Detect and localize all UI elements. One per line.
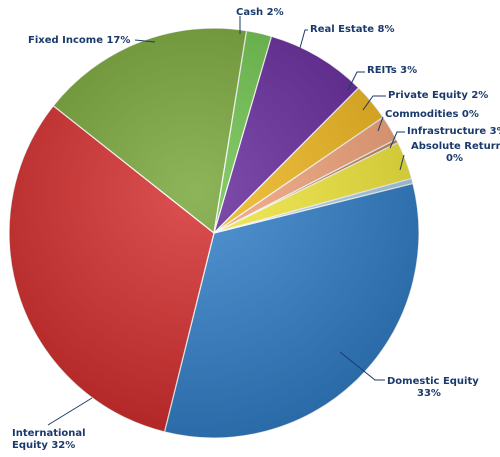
label-line: Domestic Equity <box>387 376 479 387</box>
label-private-equity: Private Equity 2% <box>388 90 488 101</box>
leader-line-fixed-income <box>134 39 156 43</box>
label-line: Equity 32% <box>12 440 75 451</box>
leader-line-domestic-equity <box>339 351 385 381</box>
label-infrastructure: Infrastructure 3% <box>407 126 500 137</box>
label-line: International <box>12 428 86 439</box>
label-reits: REITs 3% <box>367 65 417 76</box>
label-line: Fixed Income 17% <box>28 35 130 46</box>
label-line: Private Equity 2% <box>388 90 488 101</box>
label-line: Infrastructure 3% <box>407 126 500 137</box>
leader-line-reits <box>347 71 365 91</box>
leader-line-real-estate <box>299 29 308 49</box>
label-line: 33% <box>417 388 441 399</box>
label-cash: Cash 2% <box>236 7 284 18</box>
label-fixed-income: Fixed Income 17% <box>28 35 130 46</box>
pie-slices <box>8 27 420 439</box>
leader-line-commodities <box>377 116 384 132</box>
label-domestic-equity: Domestic Equity 33% <box>387 376 479 399</box>
label-absolute-return: Absolute Return 0% <box>411 141 500 164</box>
leader-line-infrastructure <box>389 131 405 149</box>
label-line: Absolute Return <box>411 141 500 152</box>
label-real-estate: Real Estate 8% <box>310 24 394 35</box>
label-line: REITs 3% <box>367 65 417 76</box>
label-line: Commodities 0% <box>385 109 479 120</box>
label-commodities: Commodities 0% <box>385 109 479 120</box>
label-line: Cash 2% <box>236 7 284 18</box>
label-line: 0% <box>446 153 463 164</box>
leader-line-absolute-return <box>399 154 405 171</box>
leader-line-private-equity <box>362 95 386 111</box>
slice-labels: Domestic Equity 33% International Equity 32… <box>12 7 500 451</box>
label-international-equity: International Equity 32% <box>12 428 86 451</box>
leader-line-international-equity <box>47 397 93 426</box>
leader-lines <box>47 16 405 426</box>
label-line: Real Estate 8% <box>310 24 394 35</box>
